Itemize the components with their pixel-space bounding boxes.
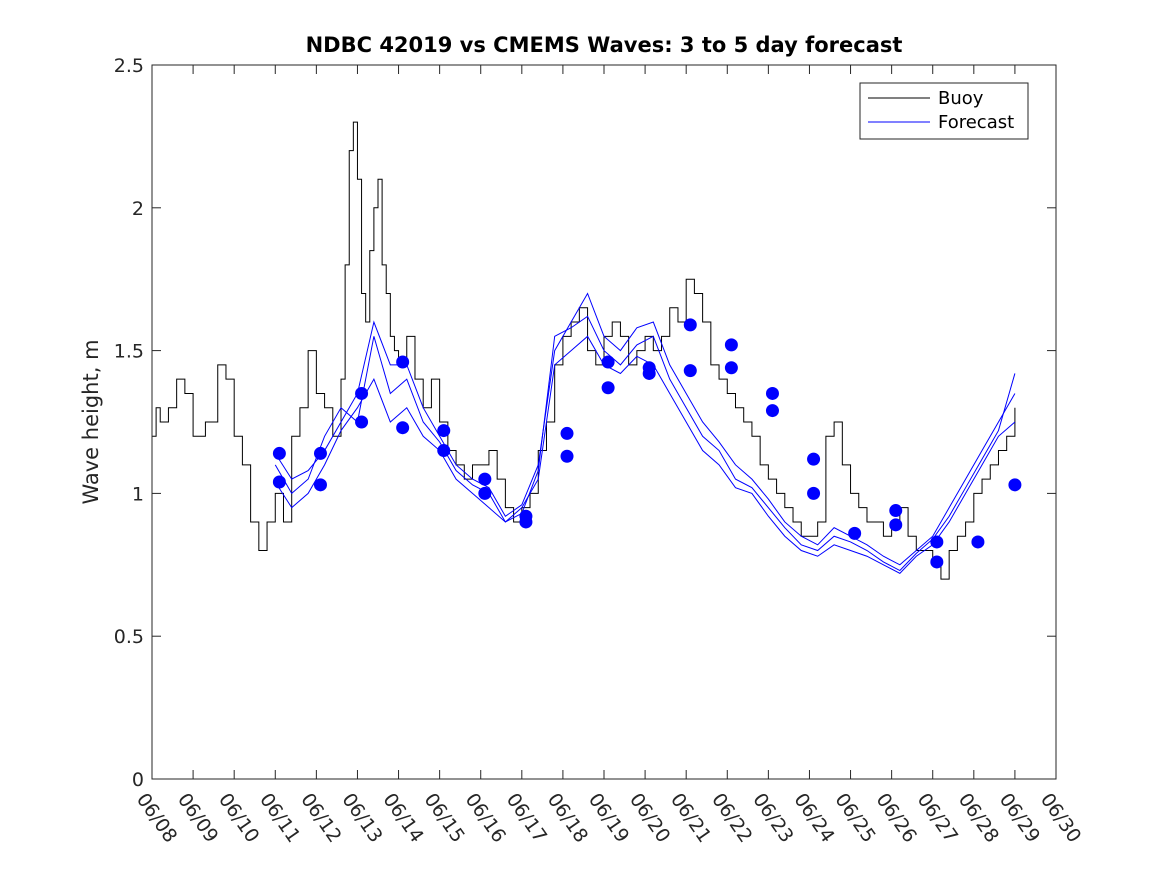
x-tick-label: 06/21 [666, 789, 715, 846]
x-tick-label: 06/13 [337, 789, 386, 846]
x-tick-label: 06/24 [789, 789, 838, 846]
forecast-marker [601, 355, 615, 369]
forecast-marker-layer [272, 318, 1022, 569]
forecast-marker [437, 424, 451, 438]
forecast-marker [601, 381, 615, 395]
x-tick-label: 06/10 [214, 789, 263, 846]
buoy-line-layer [152, 121, 1016, 580]
buoy-series-line [152, 121, 1016, 580]
forecast-marker [642, 366, 656, 380]
x-tick-label: 06/09 [173, 789, 222, 846]
forecast-marker [437, 444, 451, 458]
forecast-marker [889, 504, 903, 518]
forecast-marker [724, 338, 738, 352]
y-tick-label: 2.5 [114, 55, 144, 77]
forecast-marker [848, 526, 862, 540]
x-tick-label: 06/27 [913, 789, 962, 846]
plot-area: 00.511.522.5 06/0806/0906/1006/1106/1206… [114, 55, 1086, 847]
x-tick-label: 06/14 [378, 789, 427, 846]
forecast-marker [313, 446, 327, 460]
forecast-marker [807, 452, 821, 466]
x-tick-label: 06/20 [625, 789, 674, 846]
forecast-marker [478, 486, 492, 500]
forecast-marker [519, 515, 533, 529]
x-tick-label: 06/15 [420, 789, 469, 846]
chart-title: NDBC 42019 vs CMEMS Waves: 3 to 5 day fo… [306, 33, 903, 57]
forecast-marker [683, 318, 697, 332]
forecast-series-line [274, 335, 1016, 574]
y-tick-label: 1 [132, 483, 144, 505]
forecast-marker [355, 415, 369, 429]
y-axis-label: Wave height, m [79, 339, 103, 504]
y-tick-label: 1.5 [114, 341, 144, 363]
y-tick-label: 0 [132, 769, 144, 791]
legend-forecast-label: Forecast [938, 112, 1014, 133]
forecast-marker [272, 475, 286, 489]
x-tick-label: 06/12 [296, 789, 345, 846]
x-tick-label: 06/08 [132, 789, 181, 846]
forecast-marker [396, 355, 410, 369]
legend: Buoy Forecast [859, 82, 1029, 140]
forecast-marker [683, 364, 697, 378]
y-tick-label: 2 [132, 198, 144, 220]
y-tick-label: 0.5 [114, 626, 144, 648]
forecast-marker [765, 404, 779, 418]
forecast-marker [560, 426, 574, 440]
forecast-marker [1008, 478, 1022, 492]
x-tick-label: 06/23 [748, 789, 797, 846]
forecast-marker [478, 472, 492, 486]
x-tick-label: 06/22 [707, 789, 756, 846]
y-axis-ticks: 0 0.5 1 1.5 2 2.5 [114, 55, 1056, 791]
legend-box [859, 82, 1029, 140]
forecast-marker [930, 555, 944, 569]
forecast-series-line [274, 315, 1016, 572]
x-tick-label: 06/17 [502, 789, 551, 846]
forecast-marker [930, 535, 944, 549]
forecast-marker [889, 518, 903, 532]
forecast-marker [272, 446, 286, 460]
legend-buoy-label: Buoy [938, 88, 984, 109]
x-tick-label: 06/28 [954, 789, 1003, 846]
x-tick-label: 06/29 [995, 789, 1044, 846]
x-tick-label: 06/30 [1036, 789, 1085, 846]
x-tick-label: 06/26 [872, 789, 921, 846]
forecast-marker [724, 361, 738, 375]
forecast-marker [396, 421, 410, 435]
forecast-marker [355, 386, 369, 400]
plot-background [152, 65, 1056, 779]
x-tick-label: 06/18 [543, 789, 592, 846]
x-tick-label: 06/25 [830, 789, 879, 846]
x-tick-label: 06/19 [584, 789, 633, 846]
forecast-marker [313, 478, 327, 492]
forecast-marker [807, 486, 821, 500]
x-tick-label: 06/11 [255, 789, 304, 846]
forecast-marker [765, 386, 779, 400]
x-tick-label: 06/16 [461, 789, 510, 846]
forecast-marker [971, 535, 985, 549]
forecast-marker [560, 449, 574, 463]
